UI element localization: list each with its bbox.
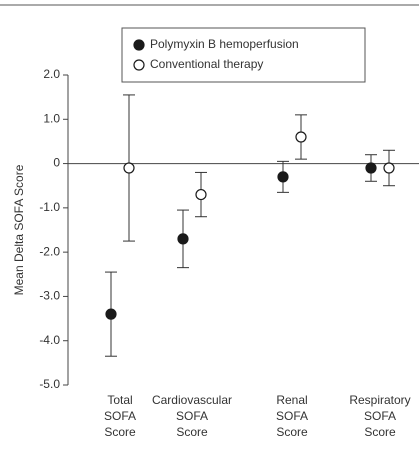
legend-marker [133,59,145,71]
x-tick-label: Score [364,425,396,439]
y-tick-label: -5.0 [39,377,60,391]
x-tick-label: SOFA [176,409,208,423]
x-tick-label: Renal [276,393,307,407]
y-tick-label: 1.0 [43,111,60,125]
x-tick-label: Total [107,393,132,407]
marker [277,171,289,183]
marker [365,162,377,174]
x-tick-label: SOFA [104,409,136,423]
x-tick-label: Cardiovascular [152,393,232,407]
legend-label: Conventional therapy [150,57,263,71]
y-tick-label: 2.0 [43,67,60,81]
legend-box [121,27,366,83]
y-tick-label: -2.0 [39,244,60,258]
x-tick-label: SOFA [276,409,308,423]
marker [295,131,307,143]
legend-marker [133,39,145,51]
marker [383,162,395,174]
x-tick-label: Respiratory [349,393,410,407]
y-tick-label: -3.0 [39,289,60,303]
x-tick-label: Score [176,425,208,439]
x-tick-label: Score [104,425,136,439]
y-tick-label: -4.0 [39,333,60,347]
marker [123,162,135,174]
x-tick-label: SOFA [364,409,396,423]
y-axis-label: Mean Delta SOFA Score [12,164,26,295]
x-tick-label: Score [276,425,308,439]
marker [177,233,189,245]
legend-label: Polymyxin B hemoperfusion [150,37,299,51]
y-tick-label: -1.0 [39,200,60,214]
marker [195,188,207,201]
y-tick-label: 0 [53,156,60,170]
marker [105,308,117,320]
